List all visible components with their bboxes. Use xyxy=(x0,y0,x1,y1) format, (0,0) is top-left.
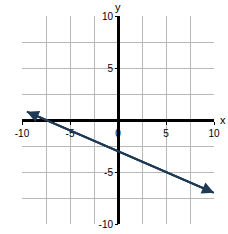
svg-text:10: 10 xyxy=(208,128,220,139)
svg-text:-10: -10 xyxy=(15,128,30,139)
svg-text:5: 5 xyxy=(163,128,169,139)
svg-text:-5: -5 xyxy=(66,128,75,139)
svg-text:-10: -10 xyxy=(99,219,114,230)
svg-text:5: 5 xyxy=(107,63,113,74)
svg-text:y: y xyxy=(115,1,121,13)
svg-text:10: 10 xyxy=(102,11,114,22)
svg-text:-5: -5 xyxy=(104,167,113,178)
svg-text:0: 0 xyxy=(115,128,121,139)
svg-text:x: x xyxy=(220,114,226,126)
